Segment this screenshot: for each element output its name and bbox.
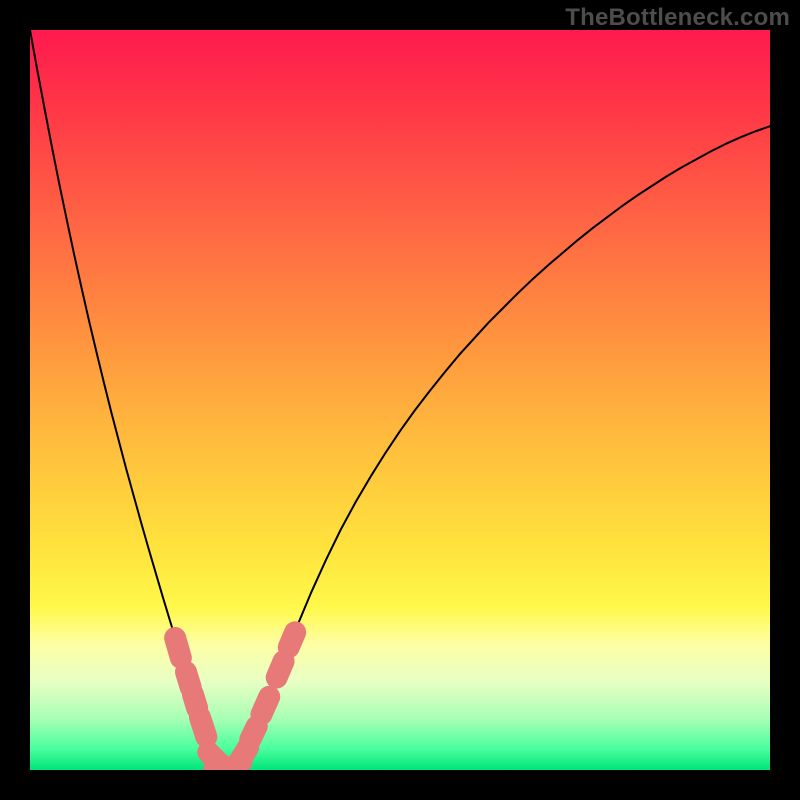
chart-svg [30, 30, 770, 770]
data-marker [175, 638, 181, 658]
chart-container: { "canvas": { "width": 800, "height": 80… [0, 0, 800, 800]
plot-area [30, 30, 770, 770]
data-marker [193, 694, 197, 708]
plot-background [30, 30, 770, 770]
data-marker [277, 661, 284, 677]
data-marker [200, 717, 206, 737]
data-marker [261, 697, 269, 715]
data-marker [289, 632, 295, 647]
data-marker [250, 726, 256, 739]
watermark-text: TheBottleneck.com [565, 4, 790, 32]
